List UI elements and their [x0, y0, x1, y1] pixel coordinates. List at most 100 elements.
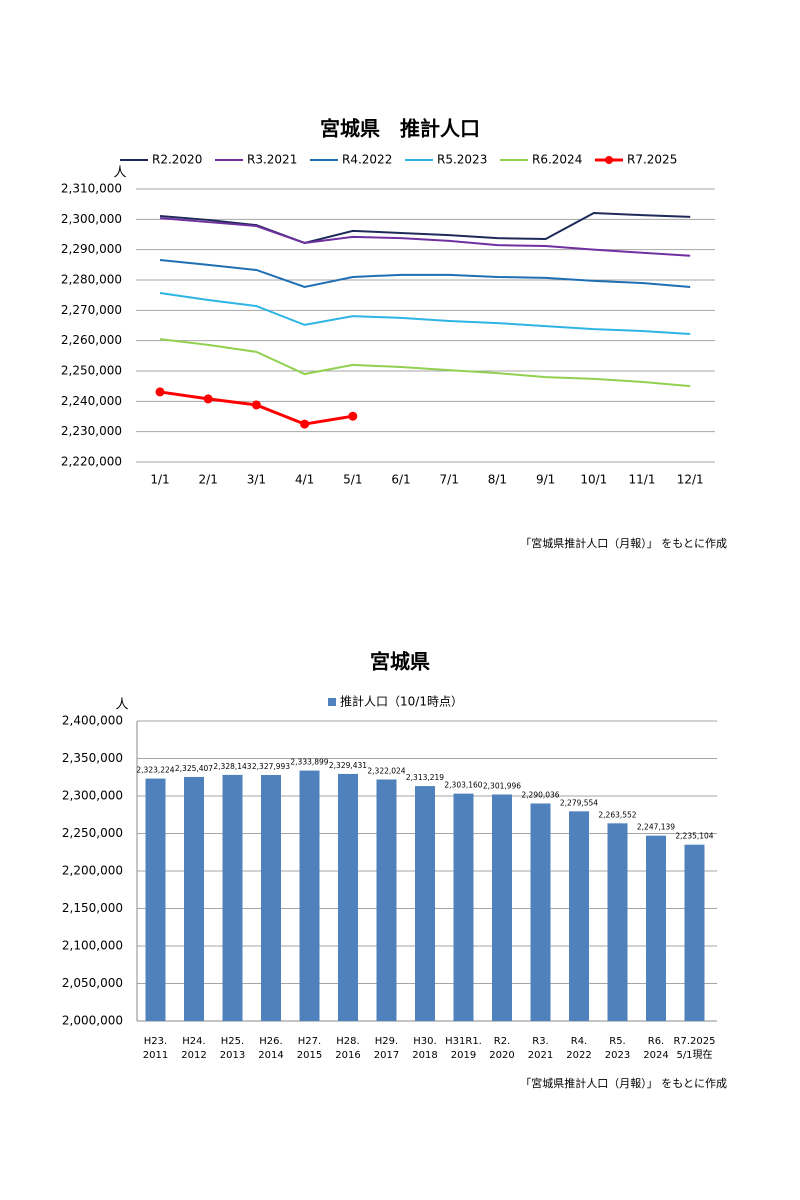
- chart-title: 宮城県 推計人口: [320, 117, 480, 141]
- bar: [145, 778, 166, 1021]
- y-axis-label: 人: [113, 166, 126, 181]
- legend-label: R6.2024: [532, 153, 582, 167]
- x-tick-label: R2. 2020: [489, 1036, 514, 1061]
- data-label: 2,303,160: [444, 781, 482, 790]
- y-tick-label: 2,300,000: [61, 212, 122, 226]
- x-tick-label: 12/1: [677, 473, 704, 487]
- y-tick-label: 2,150,000: [62, 901, 123, 915]
- data-label: 2,333,899: [290, 758, 328, 767]
- x-tick-label: H29. 2017: [374, 1036, 399, 1061]
- y-tick-label: 2,220,000: [61, 455, 122, 469]
- y-tick-label: 2,300,000: [62, 789, 123, 803]
- bar: [492, 794, 512, 1021]
- x-tick-label: H31R1. 2019: [445, 1036, 482, 1061]
- y-axis-label: 人: [115, 698, 128, 713]
- data-label: 2,290,036: [521, 790, 559, 799]
- y-tick-label: 2,290,000: [61, 242, 122, 256]
- x-tick-label: R6. 2024: [643, 1036, 668, 1061]
- x-tick-label: 1/1: [150, 473, 169, 487]
- y-tick-label: 2,050,000: [62, 976, 123, 990]
- x-tick-label: 4/1: [295, 473, 314, 487]
- bar: [338, 773, 358, 1021]
- source-note: 「宮城県推計人口（月報）」 をもとに作成: [520, 536, 727, 550]
- y-tick-label: 2,000,000: [62, 1014, 123, 1028]
- x-tick-label: 3/1: [247, 473, 266, 487]
- x-tick-label: R3. 2021: [528, 1036, 553, 1061]
- y-tick-label: 2,350,000: [62, 751, 123, 765]
- x-tick-label: 5/1: [343, 473, 362, 487]
- y-tick-label: 2,230,000: [61, 424, 122, 438]
- y-tick-label: 2,100,000: [62, 939, 123, 953]
- data-label: 2,329,431: [329, 761, 367, 770]
- y-tick-label: 2,270,000: [61, 303, 122, 317]
- bar: [453, 793, 474, 1021]
- legend-label: R5.2023: [437, 153, 487, 167]
- series-marker: [155, 387, 165, 397]
- y-tick-label: 2,240,000: [61, 394, 122, 408]
- series-line: [159, 338, 691, 388]
- x-tick-label: 2/1: [199, 473, 218, 487]
- data-label: 2,327,993: [252, 762, 290, 771]
- x-tick-label: R5. 2023: [605, 1036, 630, 1061]
- series-marker: [203, 394, 213, 404]
- series-marker: [348, 411, 358, 421]
- x-tick-label: H23. 2011: [143, 1036, 168, 1061]
- bar: [530, 803, 551, 1021]
- series-line: [159, 217, 691, 257]
- series-line: [159, 292, 691, 335]
- x-tick-label: H25. 2013: [220, 1036, 245, 1061]
- bar: [184, 776, 204, 1021]
- y-tick-label: 2,260,000: [61, 333, 122, 347]
- x-tick-label: H30. 2018: [412, 1036, 437, 1061]
- x-tick-label: R7.2025 5/1現在: [674, 1036, 716, 1061]
- legend-label: R3.2021: [247, 153, 297, 167]
- chart-title: 宮城県: [370, 650, 430, 674]
- y-tick-label: 2,250,000: [62, 826, 123, 840]
- legend-label: 推計人口（10/1時点）: [340, 694, 463, 709]
- bar: [376, 779, 397, 1021]
- y-tick-label: 2,200,000: [62, 864, 123, 878]
- series-line: [159, 258, 691, 289]
- y-tick-label: 2,250,000: [61, 364, 122, 378]
- data-label: 2,247,139: [637, 823, 675, 832]
- x-tick-label: 10/1: [580, 473, 607, 487]
- bar: [684, 844, 705, 1021]
- x-tick-label: H27. 2015: [297, 1036, 322, 1061]
- data-label: 2,279,554: [560, 798, 598, 807]
- bar: [222, 774, 243, 1021]
- legend-marker: [605, 156, 613, 164]
- data-label: 2,323,224: [136, 766, 174, 775]
- legend-label: R4.2022: [342, 153, 392, 167]
- series-marker: [300, 419, 310, 429]
- data-label: 2,325,407: [175, 764, 213, 773]
- source-note: 「宮城県推計人口（月報）」 をもとに作成: [520, 1076, 727, 1090]
- data-label: 2,322,024: [367, 766, 405, 775]
- legend-swatch: [328, 698, 336, 706]
- x-tick-label: H24. 2012: [181, 1036, 206, 1061]
- y-tick-label: 2,310,000: [61, 182, 122, 196]
- data-label: 2,328,143: [213, 762, 251, 771]
- y-tick-label: 2,280,000: [61, 273, 122, 287]
- bar: [261, 775, 281, 1021]
- x-tick-label: 7/1: [440, 473, 459, 487]
- data-label: 2,235,104: [675, 832, 713, 841]
- x-tick-label: 9/1: [536, 473, 555, 487]
- bar: [415, 786, 435, 1021]
- series-marker: [251, 400, 261, 410]
- data-label: 2,263,552: [598, 810, 636, 819]
- y-tick-label: 2,400,000: [62, 714, 123, 728]
- bar: [569, 811, 589, 1021]
- x-tick-label: 6/1: [391, 473, 410, 487]
- bar: [646, 835, 666, 1021]
- data-label: 2,313,219: [406, 773, 444, 782]
- legend-label: R2.2020: [152, 153, 202, 167]
- series-line: [159, 211, 691, 245]
- data-label: 2,301,996: [483, 782, 521, 791]
- bar: [607, 823, 628, 1021]
- bar: [299, 770, 320, 1021]
- x-tick-label: 11/1: [629, 473, 656, 487]
- legend-label: R7.2025: [627, 153, 677, 167]
- x-tick-label: H28. 2016: [335, 1036, 360, 1061]
- x-tick-label: R4. 2022: [566, 1036, 591, 1061]
